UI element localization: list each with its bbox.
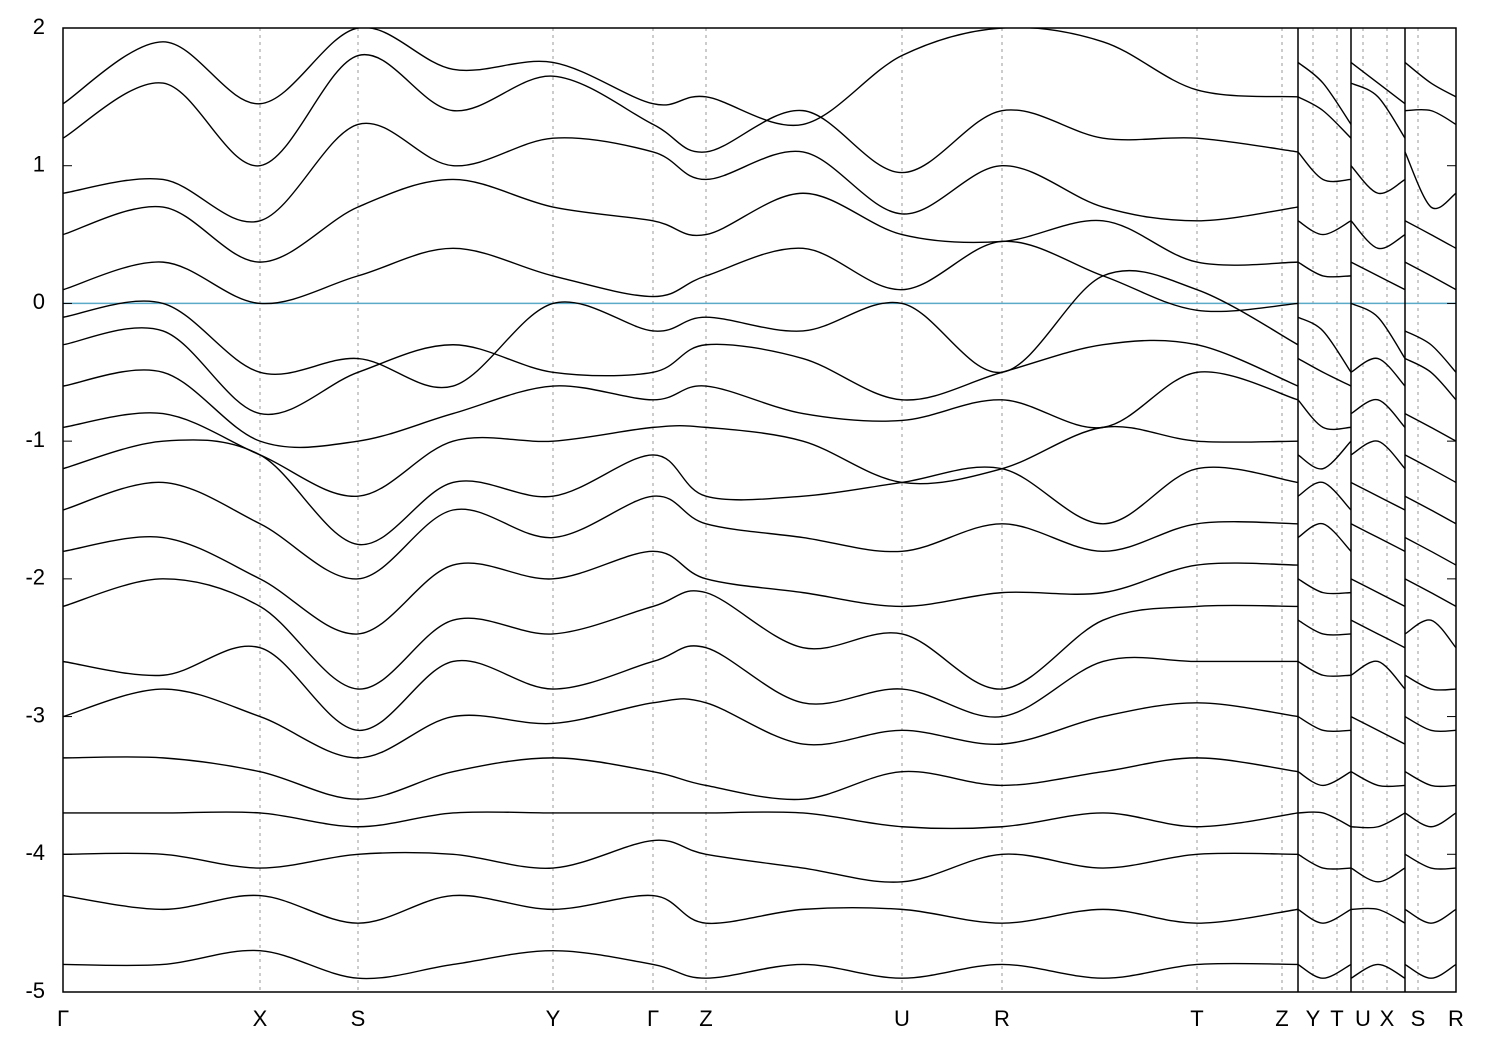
x-tick-label: X (253, 1006, 268, 1031)
y-tick-label: -1 (25, 427, 45, 452)
band-line (63, 894, 1456, 925)
band-line (63, 949, 1456, 980)
band-line (63, 811, 1456, 830)
band-line (63, 536, 1456, 635)
band-line (63, 269, 1456, 389)
y-tick-label: 1 (33, 152, 45, 177)
x-tick-label: U (894, 1006, 910, 1031)
band-line (63, 369, 1456, 449)
band-line (63, 578, 1456, 690)
band-line (63, 412, 1456, 497)
x-tick-label: Y (1306, 1006, 1321, 1031)
x-tick-label: Γ (57, 1006, 69, 1031)
band-line (63, 122, 1456, 223)
x-tick-label: S (1411, 1006, 1426, 1031)
x-tick-label: U (1355, 1006, 1371, 1031)
y-tick-label: 2 (33, 14, 45, 39)
band-line (63, 645, 1456, 732)
x-tick-label: T (1330, 1006, 1343, 1031)
band-line (63, 327, 1456, 416)
y-tick-label: -3 (25, 702, 45, 727)
x-tick-label: T (1190, 1006, 1203, 1031)
band-line (63, 688, 1456, 759)
plot-frame (62, 27, 1457, 993)
x-tick-label: R (1448, 1006, 1464, 1031)
x-tick-label: Z (1275, 1006, 1288, 1031)
grid-layer (63, 28, 1456, 992)
x-tick-label: Γ (647, 1006, 659, 1031)
band-line (63, 240, 1456, 313)
x-tick-label: Y (546, 1006, 561, 1031)
x-tick-label: X (1380, 1006, 1395, 1031)
band-line (63, 53, 1456, 174)
band-line (63, 756, 1456, 801)
bands-layer (63, 28, 1456, 980)
y-tick-label: 0 (33, 289, 45, 314)
band-line (63, 481, 1456, 580)
band-line (63, 439, 1456, 546)
band-line (63, 178, 1456, 266)
band-line (63, 839, 1456, 883)
band-line (63, 28, 1456, 127)
x-tick-label: R (994, 1006, 1010, 1031)
y-tick-label: -4 (25, 840, 45, 865)
y-tick-label: -5 (25, 978, 45, 1003)
x-tick-label: S (351, 1006, 366, 1031)
x-tick-label: Z (699, 1006, 712, 1031)
y-tick-label: -2 (25, 565, 45, 590)
